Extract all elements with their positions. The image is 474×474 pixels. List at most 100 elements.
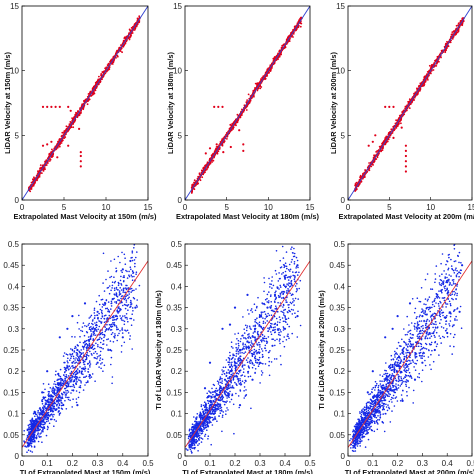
x-tick-label: 0.4 xyxy=(117,459,129,468)
panel-5: 0 0.1 0.2 0.3 0.4 0.500.050.10.150.20.250.30.… xyxy=(154,240,316,474)
cloud-point xyxy=(368,169,371,172)
cloud-point xyxy=(133,247,135,249)
cloud-point xyxy=(293,26,296,28)
cloud-point xyxy=(120,319,123,321)
cloud-point xyxy=(190,450,193,453)
cloud-point xyxy=(48,422,51,425)
cloud-point xyxy=(401,111,404,114)
cloud-point xyxy=(120,308,122,311)
cloud-point xyxy=(112,315,114,318)
cloud-point xyxy=(457,22,460,25)
cloud-point xyxy=(216,420,218,423)
cloud-point xyxy=(47,398,50,400)
cloud-point xyxy=(92,339,94,342)
cloud-point xyxy=(110,300,113,303)
cloud-point xyxy=(126,294,129,297)
cloud-point xyxy=(39,433,41,435)
cloud-point xyxy=(34,411,37,413)
cloud-point xyxy=(112,319,115,321)
cloud-point xyxy=(247,93,250,96)
cloud-point xyxy=(79,366,81,368)
cloud-point xyxy=(113,324,116,326)
cloud-point xyxy=(42,430,44,433)
cloud-point xyxy=(235,383,238,385)
points-group xyxy=(22,244,141,454)
cloud-point xyxy=(121,271,123,274)
cloud-point xyxy=(100,73,103,75)
x-tick-label: 15 xyxy=(306,203,315,212)
cloud-point xyxy=(236,384,238,387)
data-point xyxy=(61,378,64,381)
cloud-point xyxy=(24,445,26,447)
cloud-point xyxy=(78,314,80,317)
cloud-point xyxy=(71,117,73,119)
cloud-point xyxy=(64,399,66,402)
cloud-point xyxy=(45,420,48,423)
cloud-point xyxy=(207,438,209,440)
cloud-point xyxy=(270,294,272,296)
cloud-point xyxy=(120,297,122,300)
cloud-point xyxy=(92,338,95,340)
cloud-point xyxy=(51,398,53,401)
cloud-point xyxy=(103,290,106,292)
cloud-point xyxy=(92,85,95,88)
cloud-point xyxy=(108,328,110,330)
cloud-point xyxy=(238,383,241,385)
cloud-point xyxy=(280,310,283,313)
cloud-point xyxy=(298,25,300,27)
cloud-point xyxy=(119,330,121,332)
cloud-point xyxy=(136,17,139,20)
cloud-point xyxy=(219,409,221,412)
cloud-point xyxy=(375,151,377,153)
cloud-point xyxy=(42,391,45,394)
cloud-point xyxy=(51,391,54,394)
cloud-point xyxy=(94,324,97,327)
x-tick-label: 0 xyxy=(20,459,25,468)
cloud-point xyxy=(33,446,36,448)
y-tick-label: 0.2 xyxy=(8,367,20,376)
cloud-point xyxy=(244,324,247,327)
data-point xyxy=(46,370,49,373)
cloud-point xyxy=(89,377,91,379)
cloud-point xyxy=(56,403,58,406)
cloud-point xyxy=(115,293,118,295)
cloud-point xyxy=(42,420,44,422)
cloud-point xyxy=(91,320,94,322)
cloud-point xyxy=(72,117,75,120)
cloud-point xyxy=(131,279,134,282)
cloud-point xyxy=(108,285,111,287)
cloud-point xyxy=(398,121,401,123)
cloud-point xyxy=(241,351,243,354)
y-tick-label: 15 xyxy=(173,2,182,11)
cloud-point xyxy=(121,327,123,329)
cloud-point xyxy=(123,323,126,326)
cloud-point xyxy=(25,446,28,448)
cloud-point xyxy=(131,307,134,309)
cloud-point xyxy=(29,419,32,422)
cloud-point xyxy=(62,380,65,383)
cloud-point xyxy=(78,370,81,372)
cloud-point xyxy=(28,423,31,426)
cloud-point xyxy=(73,371,76,374)
cloud-point xyxy=(277,58,279,61)
cloud-point xyxy=(99,308,102,311)
cloud-point xyxy=(71,385,73,388)
cloud-point xyxy=(131,250,134,252)
cloud-point xyxy=(75,373,78,375)
cloud-point xyxy=(115,318,118,321)
cloud-point xyxy=(87,355,90,357)
cloud-point xyxy=(285,251,288,253)
cloud-point xyxy=(190,186,193,189)
cloud-point xyxy=(55,394,57,397)
cloud-point xyxy=(278,327,280,330)
cloud-point xyxy=(58,388,60,390)
cloud-point xyxy=(43,418,45,420)
cloud-point xyxy=(109,340,112,342)
cloud-point xyxy=(67,383,69,385)
cloud-point xyxy=(61,140,63,143)
cloud-point xyxy=(370,165,372,168)
data-point xyxy=(404,144,407,147)
cloud-point xyxy=(432,69,435,71)
cloud-point xyxy=(95,329,97,331)
